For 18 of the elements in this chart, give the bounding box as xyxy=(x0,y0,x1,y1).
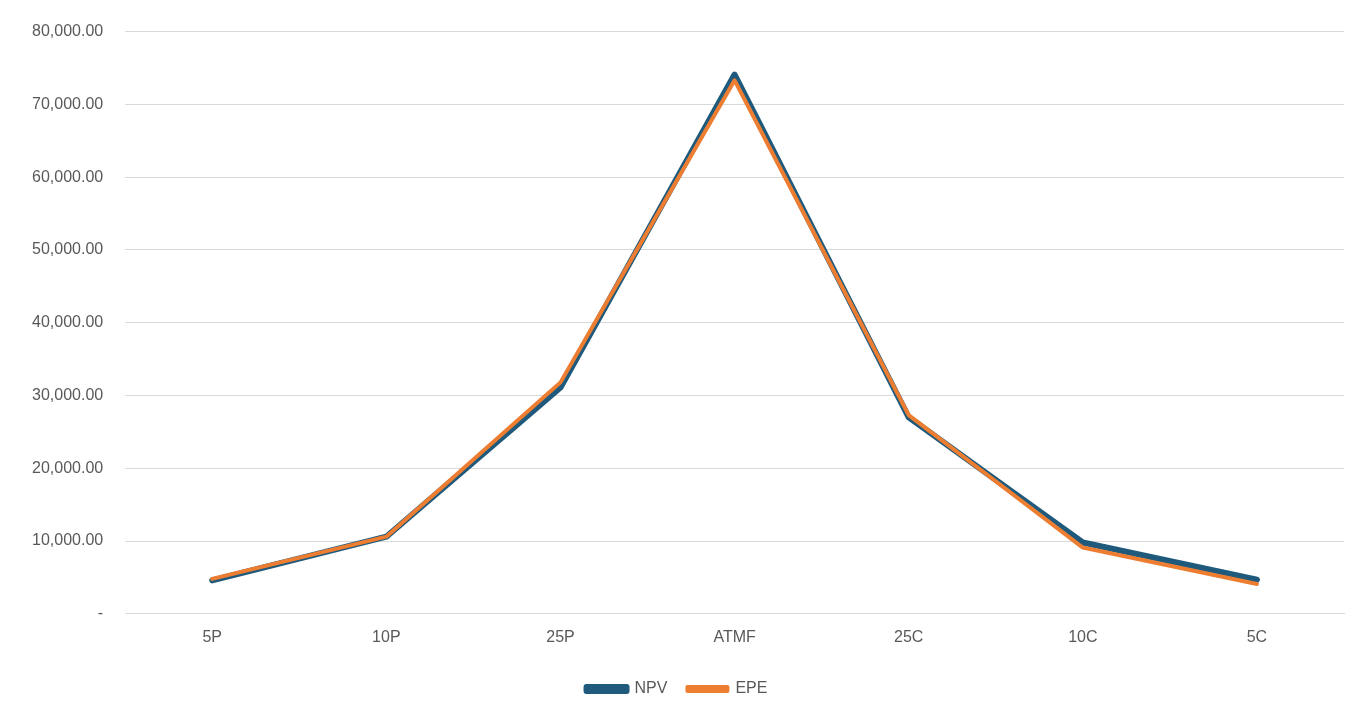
x-tick-label: 10P xyxy=(372,627,401,645)
y-tick-label: 70,000.00 xyxy=(31,94,104,112)
x-tick-label: ATMF xyxy=(713,627,756,645)
y-tick-label: 80,000.00 xyxy=(31,22,104,40)
y-tick-label: 50,000.00 xyxy=(31,240,104,258)
y-tick-label: 60,000.00 xyxy=(31,167,104,185)
x-tick-label: 25P xyxy=(546,627,575,645)
y-tick-label: 10,000.00 xyxy=(31,531,104,549)
x-tick-label: 5P xyxy=(202,627,223,645)
y-tick-label: 30,000.00 xyxy=(31,385,104,403)
y-tick-label: - xyxy=(97,604,104,622)
y-tick-label: 20,000.00 xyxy=(31,458,104,476)
x-tick-label: 5C xyxy=(1246,627,1268,645)
legend-label: NPV xyxy=(634,679,668,697)
x-tick-label: 25C xyxy=(894,627,924,645)
x-tick-label: 10C xyxy=(1068,627,1098,645)
y-tick-label: 40,000.00 xyxy=(31,313,104,331)
legend-label: EPE xyxy=(735,679,768,697)
